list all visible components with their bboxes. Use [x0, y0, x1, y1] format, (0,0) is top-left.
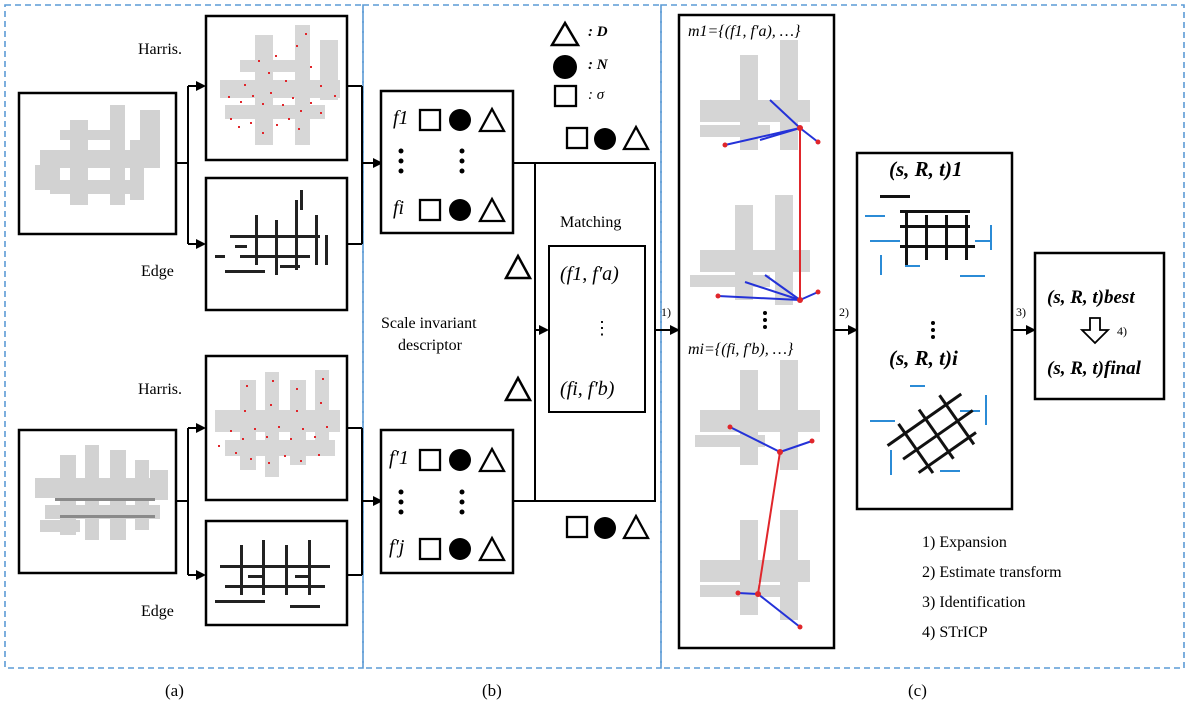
- m1-label: m1={(f1, f′a), …}: [688, 23, 801, 40]
- branch-arrows-top: [176, 81, 206, 249]
- harris-points-bottom: [218, 378, 328, 464]
- descriptor-symbols-top: [398, 106, 506, 223]
- step-list-2: 2) Estimate transform: [922, 564, 1062, 581]
- descriptor-row-fjprime: f′j: [389, 536, 405, 558]
- arrow-label-1: 1): [661, 305, 671, 319]
- caption-c: (c): [908, 681, 927, 700]
- descriptor-label-line2: descriptor: [398, 337, 462, 354]
- descriptor-symbols-bottom: [398, 446, 506, 562]
- descriptor-row-f1prime: f′1: [389, 447, 409, 469]
- descriptor-label-line1: Scale invariant: [381, 315, 477, 332]
- panel-b-border: [362, 4, 662, 669]
- transform-1-label: (s, R, t)1: [889, 157, 963, 181]
- symbol-triplet-top: [565, 124, 650, 151]
- input-map-bottom: [17, 428, 178, 575]
- transform-scan-top: [865, 195, 992, 277]
- edge-label-bottom: Edge: [141, 603, 174, 620]
- match-row-i: (fi, f′b): [560, 378, 615, 400]
- match-row-1: (f1, f′a): [560, 263, 619, 285]
- matching-inner-box: [548, 245, 646, 413]
- descriptor-row-f1: f1: [393, 107, 409, 129]
- harris-points-top: [228, 33, 336, 134]
- transform-i-label: (s, R, t)i: [889, 346, 958, 370]
- descriptor-connectors: [513, 162, 535, 502]
- legend-n-label: : N: [588, 57, 608, 73]
- harris-label-bottom: Harris.: [138, 381, 182, 398]
- triangle-d-symbol-1: [503, 253, 533, 280]
- transform-ellipsis: [931, 321, 935, 339]
- step4-arrow-label: 4): [1117, 324, 1127, 338]
- legend-triangle-icon: [549, 20, 581, 47]
- panel-c-border: [660, 4, 1185, 669]
- harris-map-top: [204, 14, 349, 162]
- transform-final-label: (s, R, t)final: [1047, 358, 1141, 379]
- branch-arrows-bottom: [176, 423, 206, 580]
- descriptor-row-fi: fi: [393, 197, 405, 219]
- match-points: [715, 125, 821, 630]
- caption-b: (b): [482, 681, 502, 700]
- caption-a: (a): [165, 681, 184, 700]
- down-hollow-arrow: [1079, 317, 1111, 345]
- step-list-3: 3) Identification: [922, 594, 1026, 611]
- match-lines: [717, 99, 819, 628]
- panel-a-border: [4, 4, 364, 669]
- harris-map-bottom: [204, 354, 349, 502]
- triangle-d-symbol-2: [503, 375, 533, 402]
- edge-label-top: Edge: [141, 263, 174, 280]
- match-row-ellipsis: ⋮: [593, 318, 611, 338]
- arrow-label-3: 3): [1016, 305, 1026, 319]
- step-list-4: 4) STrICP: [922, 624, 988, 641]
- step-list-1: 1) Expansion: [922, 534, 1007, 551]
- legend-d-label: : D: [588, 24, 608, 40]
- legend-circle-icon: [553, 55, 577, 79]
- transform-scan-bottom: [870, 385, 987, 475]
- mi-label: mi={(fi, f′b), …}: [688, 341, 794, 358]
- symbol-triplet-bottom: [565, 513, 650, 540]
- harris-label-top: Harris.: [138, 41, 182, 58]
- merge-arrows: [347, 85, 383, 576]
- arrow-label-2: 2): [839, 305, 849, 319]
- legend-square-icon: [553, 84, 578, 108]
- edge-map-top: [204, 176, 349, 312]
- expansion-ellipsis: [763, 311, 767, 329]
- matching-label: Matching: [560, 214, 622, 231]
- legend-sigma-label: : σ: [588, 87, 605, 103]
- input-map-top: [17, 91, 178, 236]
- transform-best-label: (s, R, t)best: [1047, 287, 1135, 308]
- edge-map-bottom: [204, 519, 349, 627]
